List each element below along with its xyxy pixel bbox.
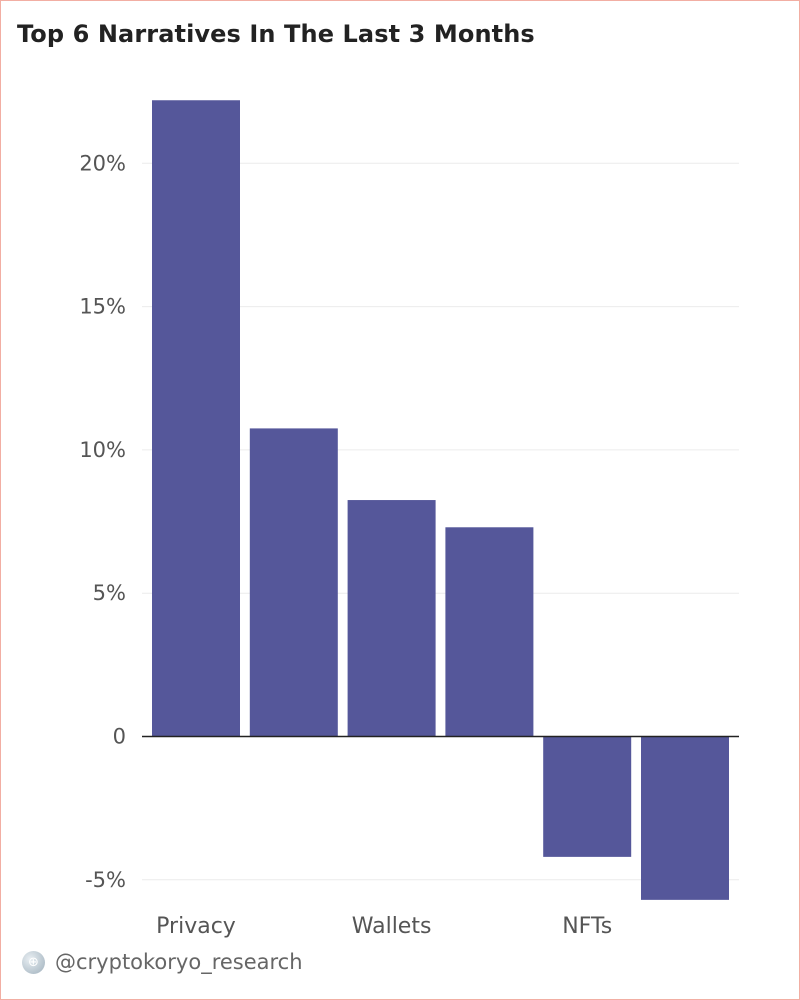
bar <box>445 527 534 737</box>
y-tick-label: -5% <box>85 868 126 892</box>
bar <box>641 736 729 900</box>
y-tick-label: 0 <box>113 725 126 749</box>
y-tick-label: 15% <box>79 295 126 319</box>
chart-title: Top 6 Narratives In The Last 3 Months <box>17 20 535 48</box>
avatar-icon: ⊕ <box>22 950 45 974</box>
y-tick-label: 20% <box>79 151 126 175</box>
bars <box>152 100 729 900</box>
y-axis-ticks: -5% 0 5% 10% 15% 20% <box>79 151 126 892</box>
x-axis-categories: Privacy Wallets NFTs <box>156 914 612 939</box>
y-tick-label: 10% <box>79 438 126 462</box>
x-category-label: NFTs <box>562 914 612 939</box>
gridlines <box>142 162 739 881</box>
bar <box>543 736 632 857</box>
bar <box>249 428 338 737</box>
x-category-label: Wallets <box>352 914 432 939</box>
footer-handle: @cryptokoryo_research <box>55 950 303 974</box>
footer: ⊕ @cryptokoryo_research <box>22 950 303 974</box>
x-category-label: Privacy <box>156 914 236 939</box>
y-tick-label: 5% <box>93 581 126 605</box>
bar <box>347 500 436 737</box>
bar <box>152 100 240 737</box>
